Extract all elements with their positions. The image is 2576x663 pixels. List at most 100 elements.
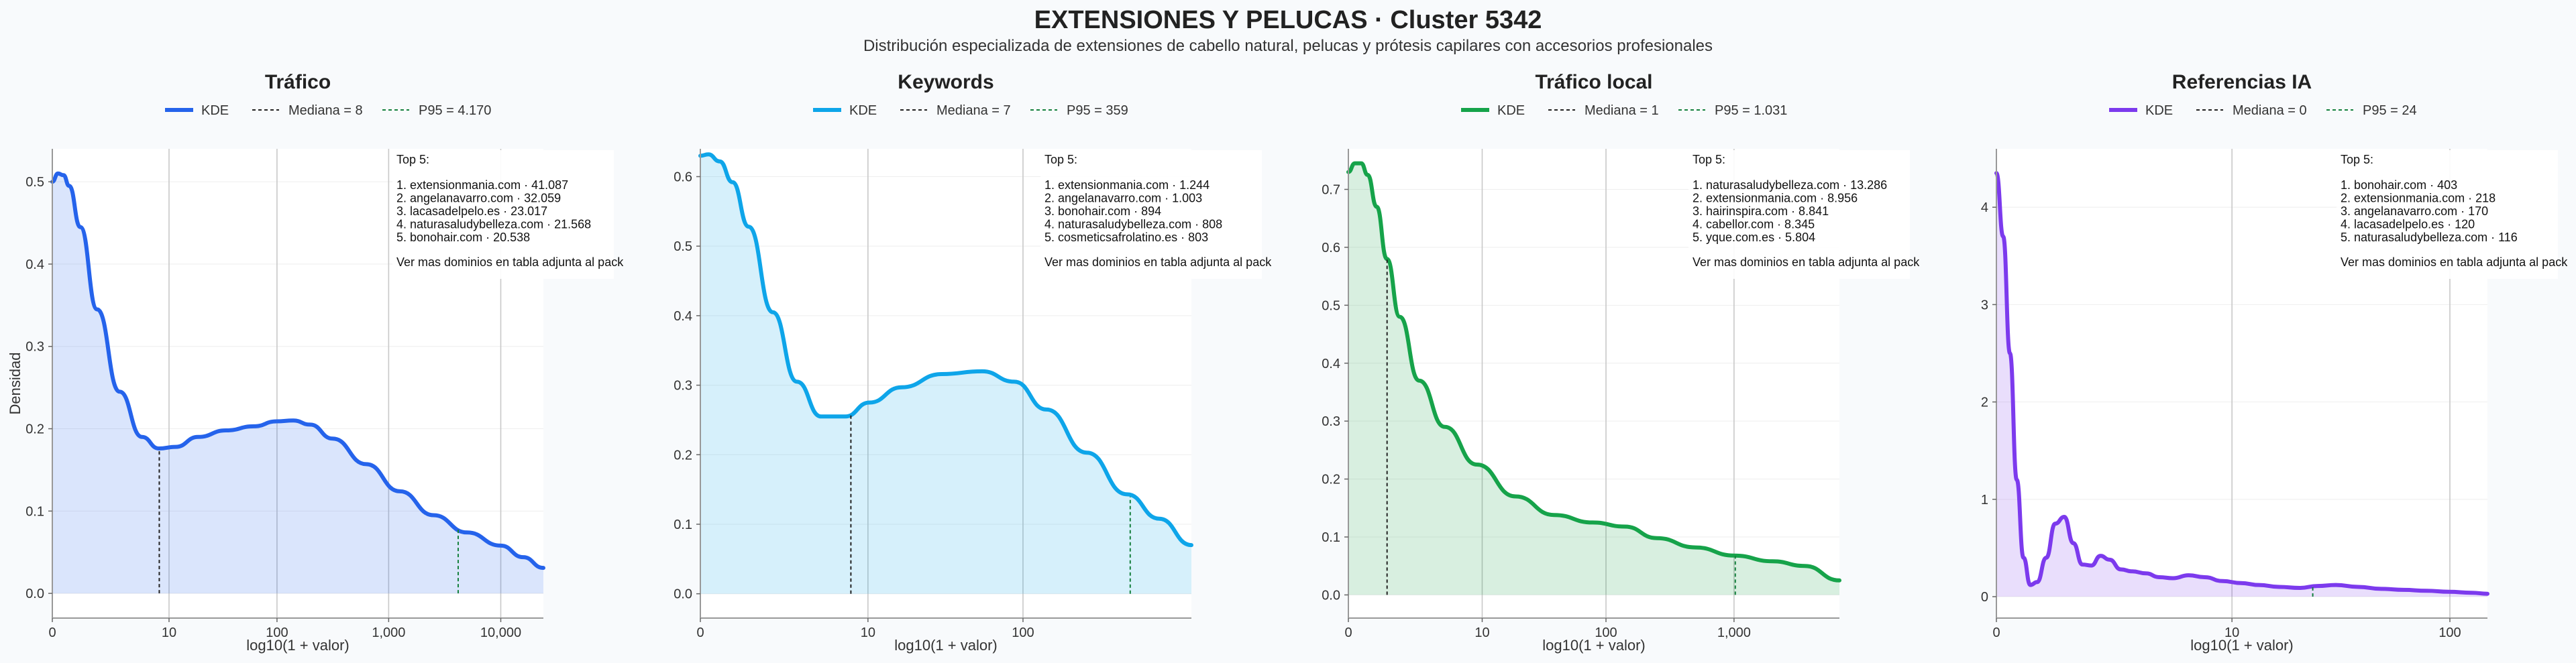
legend-median-label: Mediana = 7 <box>936 103 1011 118</box>
legend-p95-label: P95 = 4.170 <box>419 103 491 118</box>
top5-item: 2. angelanavarro.com · 32.059 <box>396 192 561 205</box>
y-tick-label: 3 <box>1981 298 1988 312</box>
y-tick-label: 0.0 <box>674 587 692 602</box>
figure-title: EXTENSIONES Y PELUCAS · Cluster 5342 <box>1034 6 1542 34</box>
y-tick-label: 0.6 <box>1322 241 1340 255</box>
top5-item: 2. extensionmania.com · 8.956 <box>1693 192 1858 205</box>
top5-heading: Top 5: <box>2341 153 2373 166</box>
top5-background <box>392 150 614 279</box>
top5-heading: Top 5: <box>1693 153 1725 166</box>
kde-area <box>52 173 543 594</box>
panel-title: Tráfico <box>265 71 331 93</box>
y-tick-label: 0.1 <box>1322 530 1340 545</box>
top5-footer: Ver mas dominios en tabla adjunta al pac… <box>396 255 624 269</box>
top5-item: 5. naturasaludybelleza.com · 116 <box>2341 231 2518 244</box>
legend: KDE Mediana = 7 P95 = 359 <box>813 103 1128 118</box>
top5-footer: Ver mas dominios en tabla adjunta al pac… <box>1044 255 1272 269</box>
x-tick-label: 100 <box>1595 625 1617 640</box>
panels: 0.00.10.20.30.40.50 10 100 1,000 10,000log10… <box>7 71 2568 654</box>
x-axis-label: log10(1 + valor) <box>1542 637 1645 654</box>
top5-item: 2. angelanavarro.com · 1.003 <box>1044 192 1202 205</box>
x-tick-label: 100 <box>2438 625 2461 640</box>
top5-item: 3. bonohair.com · 894 <box>1044 204 1161 218</box>
panel-title: Tráfico local <box>1535 71 1652 93</box>
y-tick-label: 0.6 <box>674 170 692 184</box>
legend-p95-label: P95 = 359 <box>1067 103 1128 118</box>
y-tick-label: 1 <box>1981 493 1988 507</box>
top5-background <box>2337 150 2558 279</box>
x-tick-label: 0 <box>696 625 704 640</box>
y-tick-label: 0.2 <box>674 448 692 463</box>
top5-item: 3. hairinspira.com · 8.841 <box>1693 204 1829 218</box>
y-tick-label: 0.1 <box>674 518 692 532</box>
y-tick-label: 0.5 <box>1322 298 1340 313</box>
top5-item: 4. cabellor.com · 8.345 <box>1693 218 1815 231</box>
kde-line <box>1994 171 2489 596</box>
panel-3: 0 1 2 3 4 0 10 100 log10(1 + valor) Referencias I… <box>1981 71 2568 654</box>
top5-item: 3. angelanavarro.com · 170 <box>2341 204 2488 218</box>
top5-annotation: Top 5: 1. naturasaludybelleza.com · 13.28… <box>1688 150 1920 279</box>
top5-item: 4. naturasaludybelleza.com · 21.568 <box>396 218 591 231</box>
legend-kde-label: KDE <box>849 103 877 118</box>
top5-heading: Top 5: <box>396 153 429 166</box>
panel-title: Keywords <box>898 71 994 93</box>
x-axis-label: log10(1 + valor) <box>246 637 349 654</box>
y-tick-label: 0.7 <box>1322 182 1340 197</box>
y-tick-label: 0.2 <box>1322 473 1340 487</box>
top5-heading: Top 5: <box>1044 153 1077 166</box>
legend-p95-label: P95 = 1.031 <box>1715 103 1787 118</box>
x-tick-label: 100 <box>266 625 288 640</box>
top5-item: 5. bonohair.com · 20.538 <box>396 231 530 244</box>
x-tick-label: 100 <box>1012 625 1034 640</box>
x-tick-label: 10,000 <box>480 625 521 640</box>
x-tick-label: 0 <box>1344 625 1352 640</box>
kde-line <box>1346 161 1841 583</box>
x-tick-label: 10 <box>162 625 176 640</box>
panel-title: Referencias IA <box>2172 71 2312 93</box>
x-tick-label: 0 <box>48 625 56 640</box>
panel-0: 0.0 0.1 0.2 0.3 0.4 0.5 0 10 100 1,000 10,000 log10… <box>7 71 624 654</box>
y-tick-label: 2 <box>1981 396 1988 410</box>
top5-item: 4. naturasaludybelleza.com · 808 <box>1044 218 1222 231</box>
y-tick-label: 0.4 <box>1322 357 1340 371</box>
top5-item: 1. naturasaludybelleza.com · 13.286 <box>1693 178 1887 192</box>
legend-kde-label: KDE <box>201 103 229 118</box>
y-tick-label: 0.4 <box>25 257 44 272</box>
kde-line <box>50 171 545 570</box>
y-tick-label: 0.5 <box>674 239 692 254</box>
top5-item: 1. extensionmania.com · 41.087 <box>396 178 568 192</box>
x-tick-label: 10 <box>861 625 875 640</box>
top5-item: 5. cosmeticsafrolatino.es · 803 <box>1044 231 1208 244</box>
top5-footer: Ver mas dominios en tabla adjunta al pac… <box>2341 255 2568 269</box>
top5-item: 2. extensionmania.com · 218 <box>2341 192 2496 205</box>
top5-item: 4. lacasadelpelo.es · 120 <box>2341 218 2475 231</box>
top5-background <box>1688 150 1910 279</box>
legend: KDE Mediana = 8 P95 = 4.170 <box>165 103 491 118</box>
x-axis-label: log10(1 + valor) <box>894 637 997 654</box>
top5-item: 1. extensionmania.com · 1.244 <box>1044 178 1210 192</box>
top5-item: 5. yque.com.es · 5.804 <box>1693 231 1815 244</box>
legend-median-label: Mediana = 0 <box>2233 103 2307 118</box>
legend-kde-label: KDE <box>1497 103 1525 118</box>
kde-line <box>698 152 1193 548</box>
x-tick-label: 10 <box>1474 625 1489 640</box>
legend-kde-label: KDE <box>2145 103 2173 118</box>
panel-1: 0.0 0.1 0.2 0.3 0.4 0.5 0.6 0 10 100 log10(1 + val… <box>674 71 1272 654</box>
y-tick-label: 0.2 <box>25 422 44 437</box>
top5-footer: Ver mas dominios en tabla adjunta al pac… <box>1693 255 1920 269</box>
y-tick-label: 0.3 <box>25 340 44 355</box>
y-tick-label: 0.0 <box>1322 588 1340 603</box>
y-tick-label: 0.1 <box>25 504 44 519</box>
figure-subtitle: Distribución especializada de extensione… <box>863 37 1713 55</box>
top5-item: 1. bonohair.com · 403 <box>2341 178 2457 192</box>
y-tick-label: 4 <box>1981 200 1988 215</box>
top5-item: 3. lacasadelpelo.es · 23.017 <box>396 204 547 218</box>
y-tick-label: 0.3 <box>1322 414 1340 429</box>
y-tick-label: 0.3 <box>674 379 692 394</box>
legend-p95-label: P95 = 24 <box>2363 103 2417 118</box>
panel-2: 0.0 0.1 0.2 0.3 0.4 0.5 0.6 0.7 0 10 100 1,000 log10… <box>1322 71 1920 654</box>
